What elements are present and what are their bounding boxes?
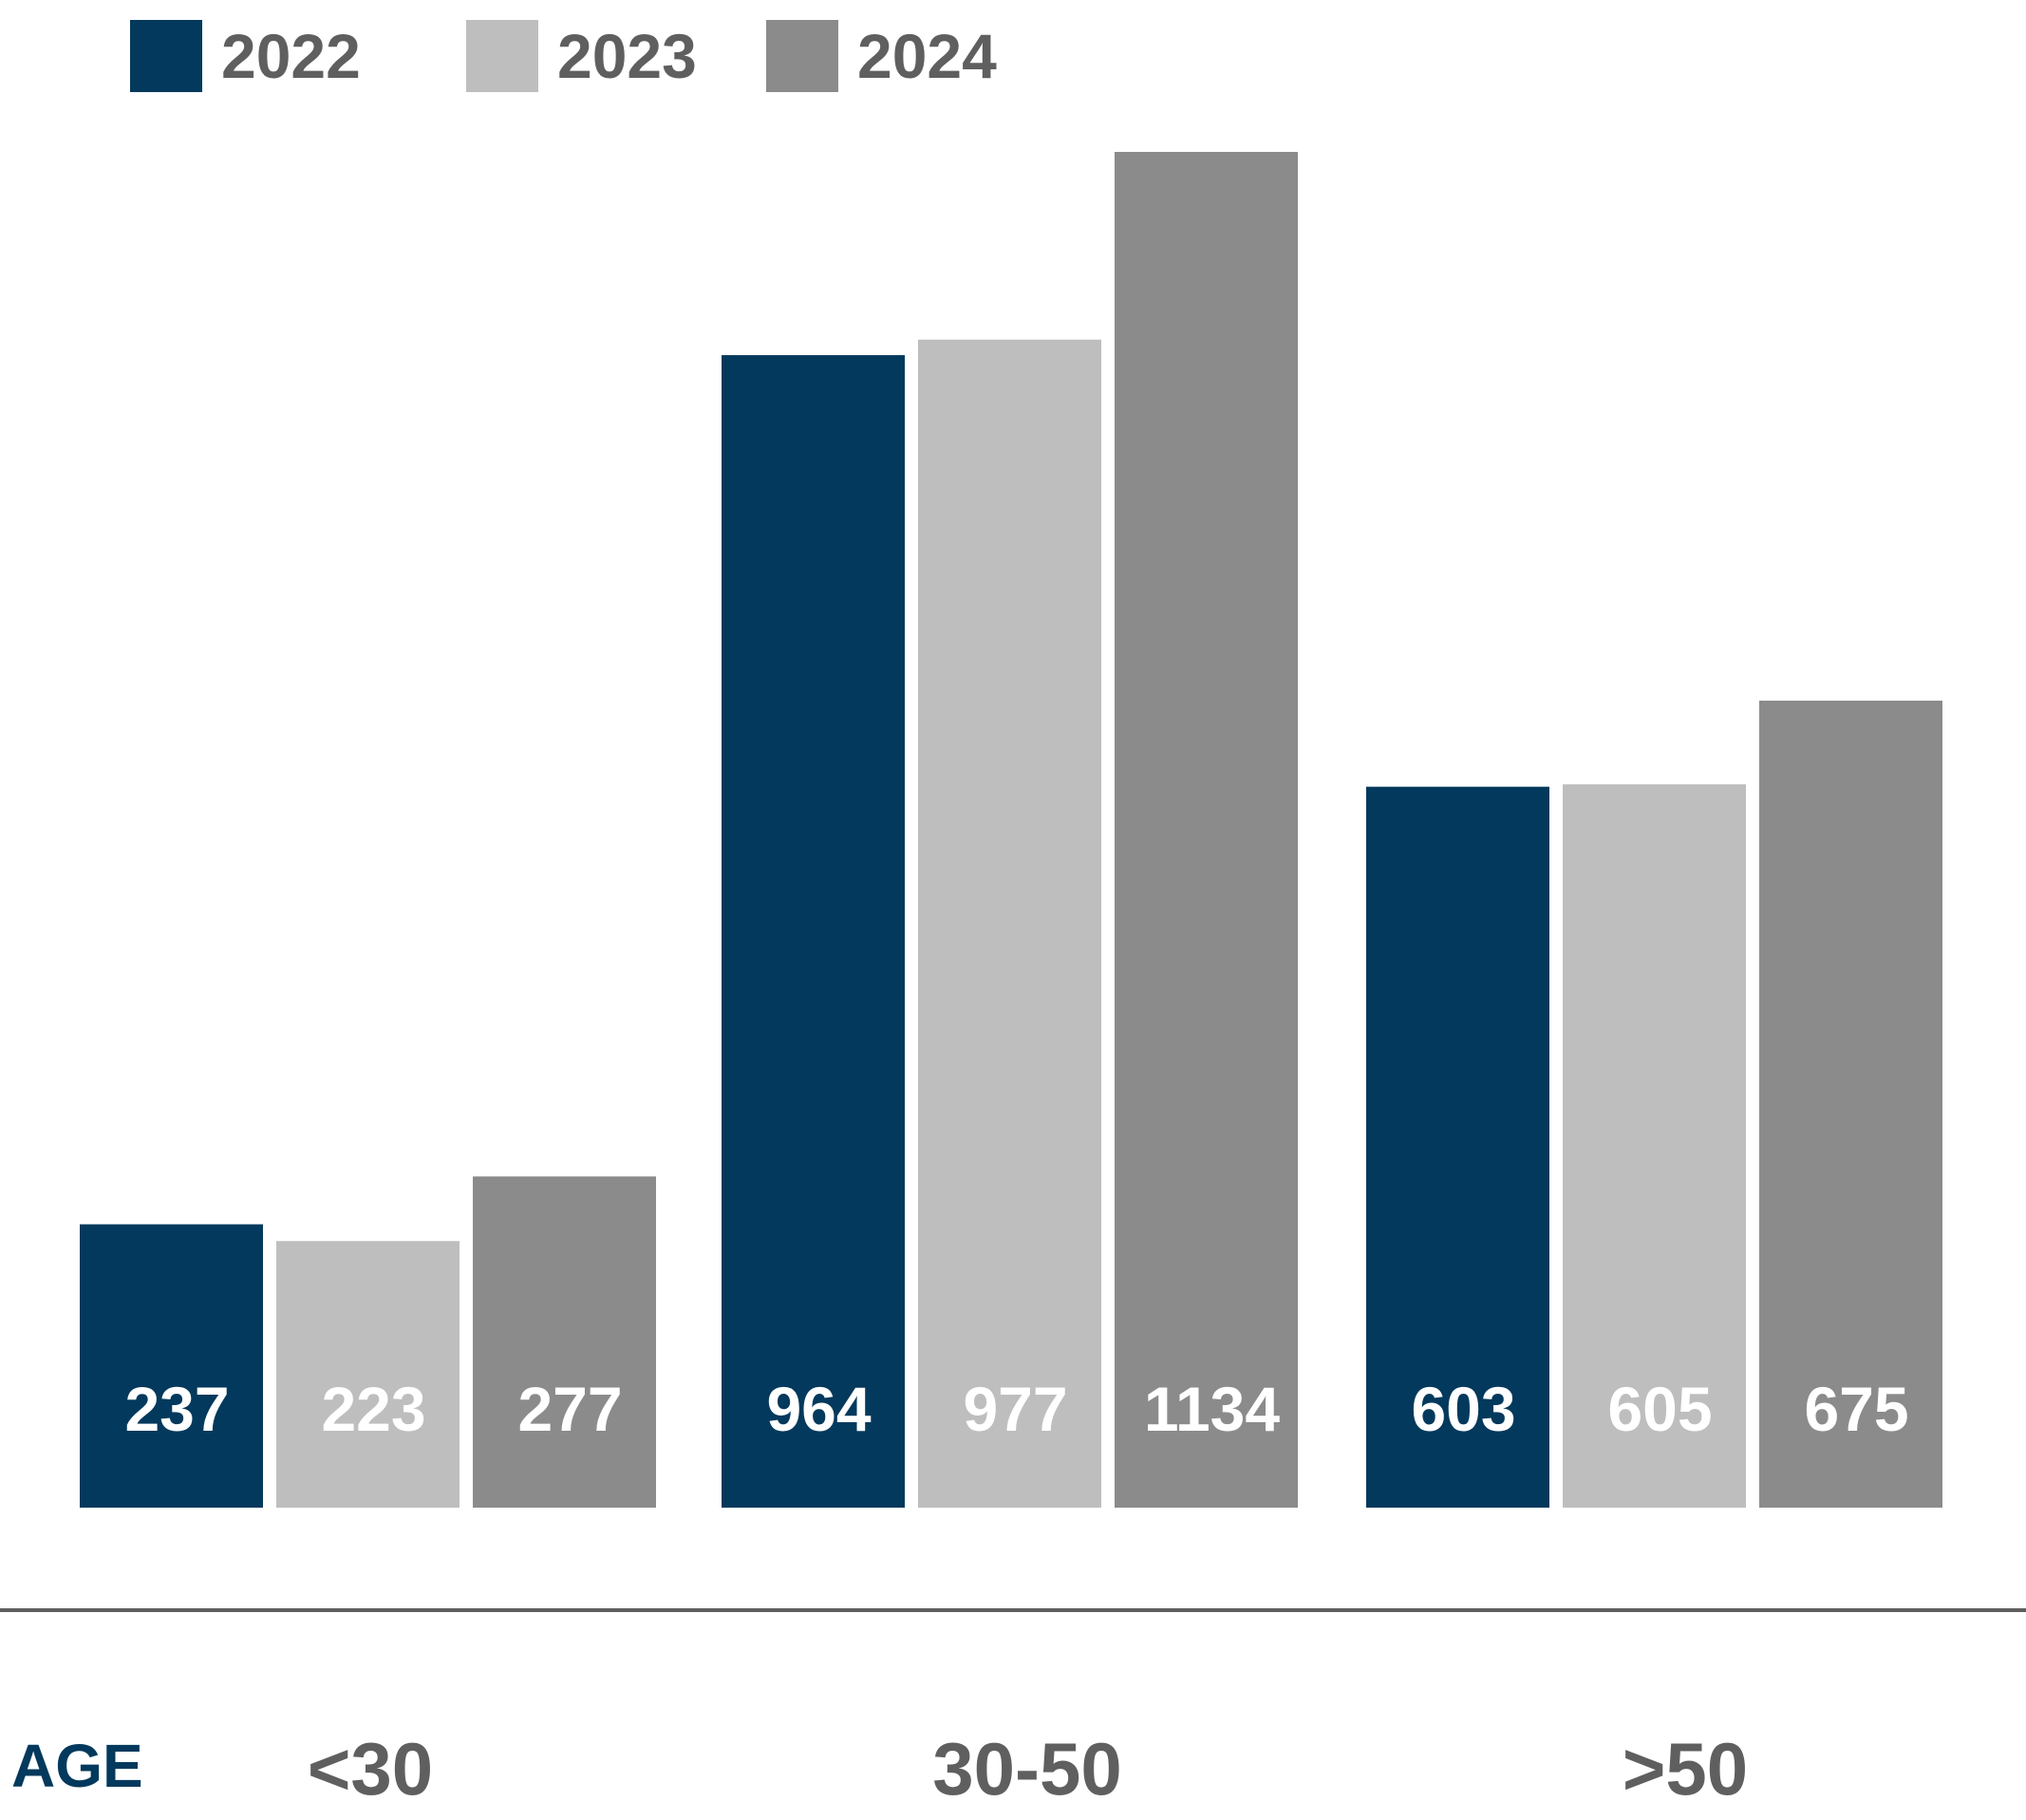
category-labels: <30 30-50 >50 [308,1727,1748,1811]
bar-2023-1 [918,339,1101,1508]
bar-2022-2 [1366,786,1549,1508]
data-label-2022-1: 964 [766,1374,871,1444]
bar-2024-0 [473,1176,656,1508]
bar-2023-2 [1563,784,1746,1508]
data-label-2023-2: 605 [1607,1374,1712,1444]
data-label-2022-0: 237 [124,1374,229,1444]
data-labels: 237 223 277 964 977 1134 603 605 675 [124,1374,1908,1444]
legend-swatch-2024 [766,20,838,92]
bar-2023-0 [276,1241,460,1508]
x-axis-title: AGE [11,1732,143,1800]
legend-label-2022: 2022 [221,21,361,91]
legend-swatch-2022 [130,20,202,92]
category-label-1: 30-50 [932,1727,1122,1811]
legend-label-2024: 2024 [857,21,997,91]
data-label-2022-2: 603 [1411,1374,1515,1444]
bar-2022-1 [722,355,905,1508]
legend: 2022 2023 2024 [130,20,997,92]
data-label-2024-2: 675 [1804,1374,1908,1444]
category-label-2: >50 [1623,1727,1748,1811]
legend-swatch-2023 [466,20,538,92]
legend-label-2023: 2023 [557,21,697,91]
data-label-2024-0: 277 [517,1374,622,1444]
bar-2022-0 [80,1224,263,1508]
data-label-2023-1: 977 [963,1374,1067,1444]
category-label-0: <30 [308,1727,433,1811]
bar-2024-2 [1759,701,1942,1508]
bars [80,152,1942,1508]
bar-2024-1 [1115,152,1298,1508]
data-label-2024-1: 1134 [1144,1374,1280,1444]
data-label-2023-0: 223 [321,1374,425,1444]
